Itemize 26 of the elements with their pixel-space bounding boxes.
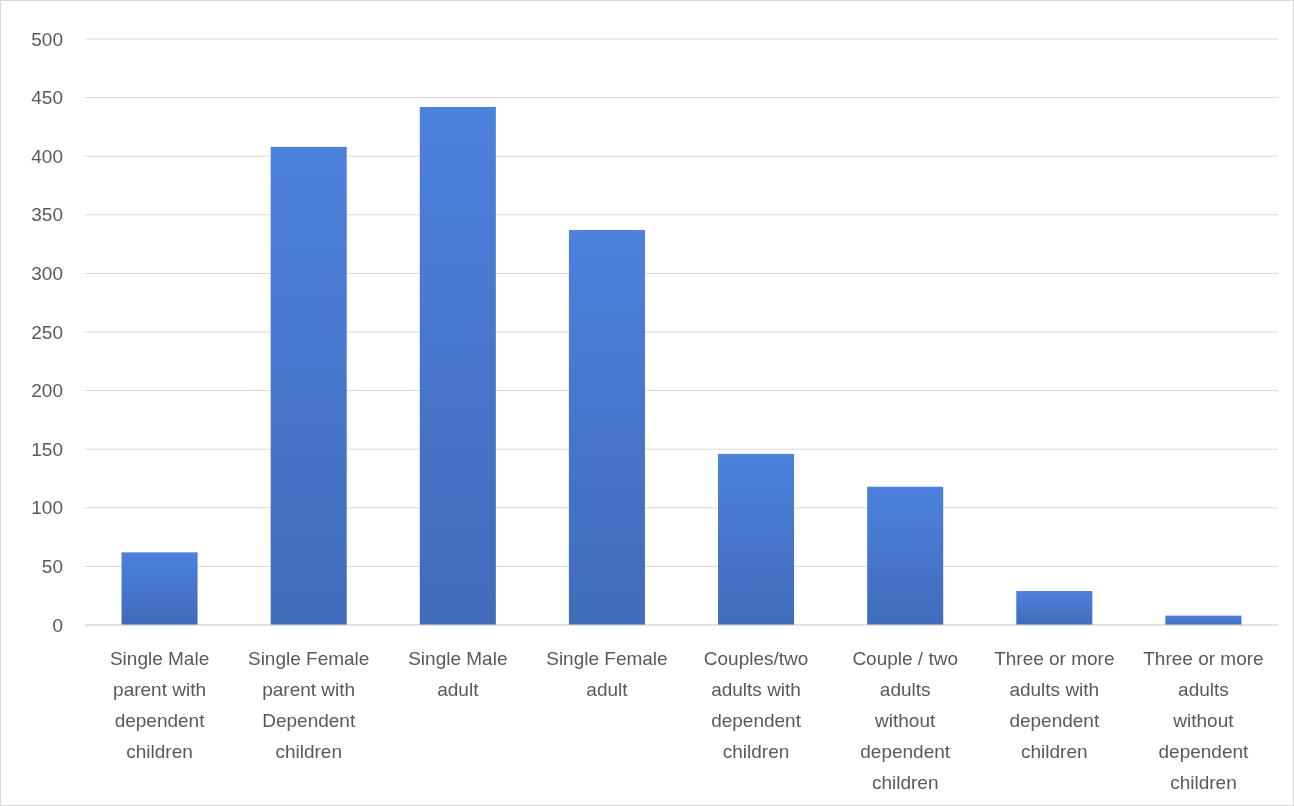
x-tick-label: Couple / two adults without dependent children xyxy=(852,648,958,793)
x-tick-label: Single Female parent with Dependent children xyxy=(247,648,370,762)
x-tick-label: Single Male parent with dependent children xyxy=(109,648,210,762)
bar xyxy=(270,146,347,625)
bar xyxy=(121,552,198,625)
y-tick-label: 200 xyxy=(31,380,63,402)
y-tick-label: 250 xyxy=(31,321,63,343)
y-tick-label: 100 xyxy=(31,497,63,519)
y-tick-label: 350 xyxy=(31,204,63,226)
x-tick-label: Single Male adult xyxy=(408,648,508,700)
bar xyxy=(867,486,944,625)
y-tick-label: 450 xyxy=(31,87,63,109)
bar xyxy=(568,230,645,625)
x-tick-label: Couples/two adults with dependent children xyxy=(703,648,809,762)
bar xyxy=(419,106,496,625)
x-tick-label: Three or more adults without dependent children xyxy=(1143,648,1264,793)
y-tick-label: 400 xyxy=(31,145,63,167)
bar xyxy=(718,453,795,625)
y-tick-label: 300 xyxy=(31,263,63,285)
x-tick-label: Single Female adult xyxy=(546,648,668,700)
bar xyxy=(1016,591,1093,625)
y-tick-label: 50 xyxy=(41,556,63,578)
y-tick-label: 150 xyxy=(31,438,63,460)
y-tick-label: 500 xyxy=(31,28,63,50)
y-tick-label: 0 xyxy=(52,614,63,636)
x-tick-label: Three or more adults with dependent children xyxy=(994,648,1115,762)
